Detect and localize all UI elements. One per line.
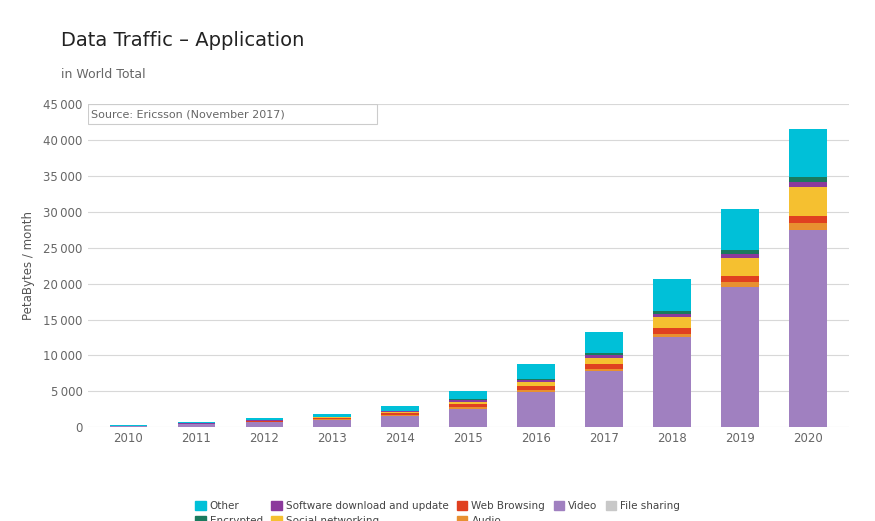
Bar — [450, 400, 487, 402]
Bar — [789, 177, 827, 182]
Bar — [88, 104, 377, 123]
Bar — [721, 254, 759, 258]
Bar — [382, 412, 419, 413]
Bar — [654, 279, 690, 311]
Text: Source: Ericsson (November 2017): Source: Ericsson (November 2017) — [91, 109, 285, 119]
Bar — [382, 413, 419, 415]
Bar — [585, 355, 623, 358]
Bar — [789, 224, 827, 230]
Bar — [585, 371, 623, 427]
Bar — [450, 402, 487, 404]
Legend: Other, Encrypted, Software download and update, Social networking, Web Browsing,: Other, Encrypted, Software download and … — [191, 497, 684, 521]
Bar — [450, 407, 487, 408]
Bar — [654, 334, 690, 338]
Bar — [789, 230, 827, 427]
Bar — [382, 411, 419, 412]
Text: Data Traffic – Application: Data Traffic – Application — [61, 31, 304, 50]
Bar — [789, 188, 827, 216]
Bar — [789, 182, 827, 188]
Bar — [721, 250, 759, 254]
Bar — [654, 311, 690, 314]
Bar — [585, 369, 623, 371]
Bar — [109, 426, 147, 427]
Bar — [789, 129, 827, 177]
Bar — [246, 422, 283, 427]
Bar — [585, 358, 623, 364]
Bar — [246, 421, 283, 422]
Bar — [246, 418, 283, 420]
Bar — [721, 258, 759, 276]
Bar — [721, 208, 759, 250]
Bar — [585, 332, 623, 354]
Bar — [382, 405, 419, 411]
Bar — [517, 364, 555, 379]
Bar — [517, 382, 555, 386]
Text: in World Total: in World Total — [61, 68, 146, 81]
Bar — [517, 386, 555, 390]
Bar — [178, 423, 215, 424]
Bar — [382, 416, 419, 427]
Bar — [517, 380, 555, 382]
Y-axis label: PetaBytes / month: PetaBytes / month — [22, 211, 35, 320]
Bar — [654, 314, 690, 317]
Bar — [313, 414, 351, 416]
Bar — [517, 390, 555, 392]
Bar — [721, 276, 759, 282]
Bar — [450, 404, 487, 407]
Bar — [654, 338, 690, 427]
Bar — [313, 418, 351, 419]
Bar — [517, 379, 555, 380]
Bar — [382, 415, 419, 416]
Bar — [178, 425, 215, 427]
Bar — [789, 216, 827, 224]
Bar — [450, 391, 487, 400]
Bar — [654, 328, 690, 334]
Bar — [654, 317, 690, 328]
Bar — [585, 354, 623, 355]
Bar — [721, 282, 759, 287]
Bar — [450, 408, 487, 427]
Bar — [517, 392, 555, 427]
Bar — [585, 364, 623, 369]
Bar — [313, 420, 351, 427]
Bar — [721, 287, 759, 427]
Bar — [313, 417, 351, 418]
